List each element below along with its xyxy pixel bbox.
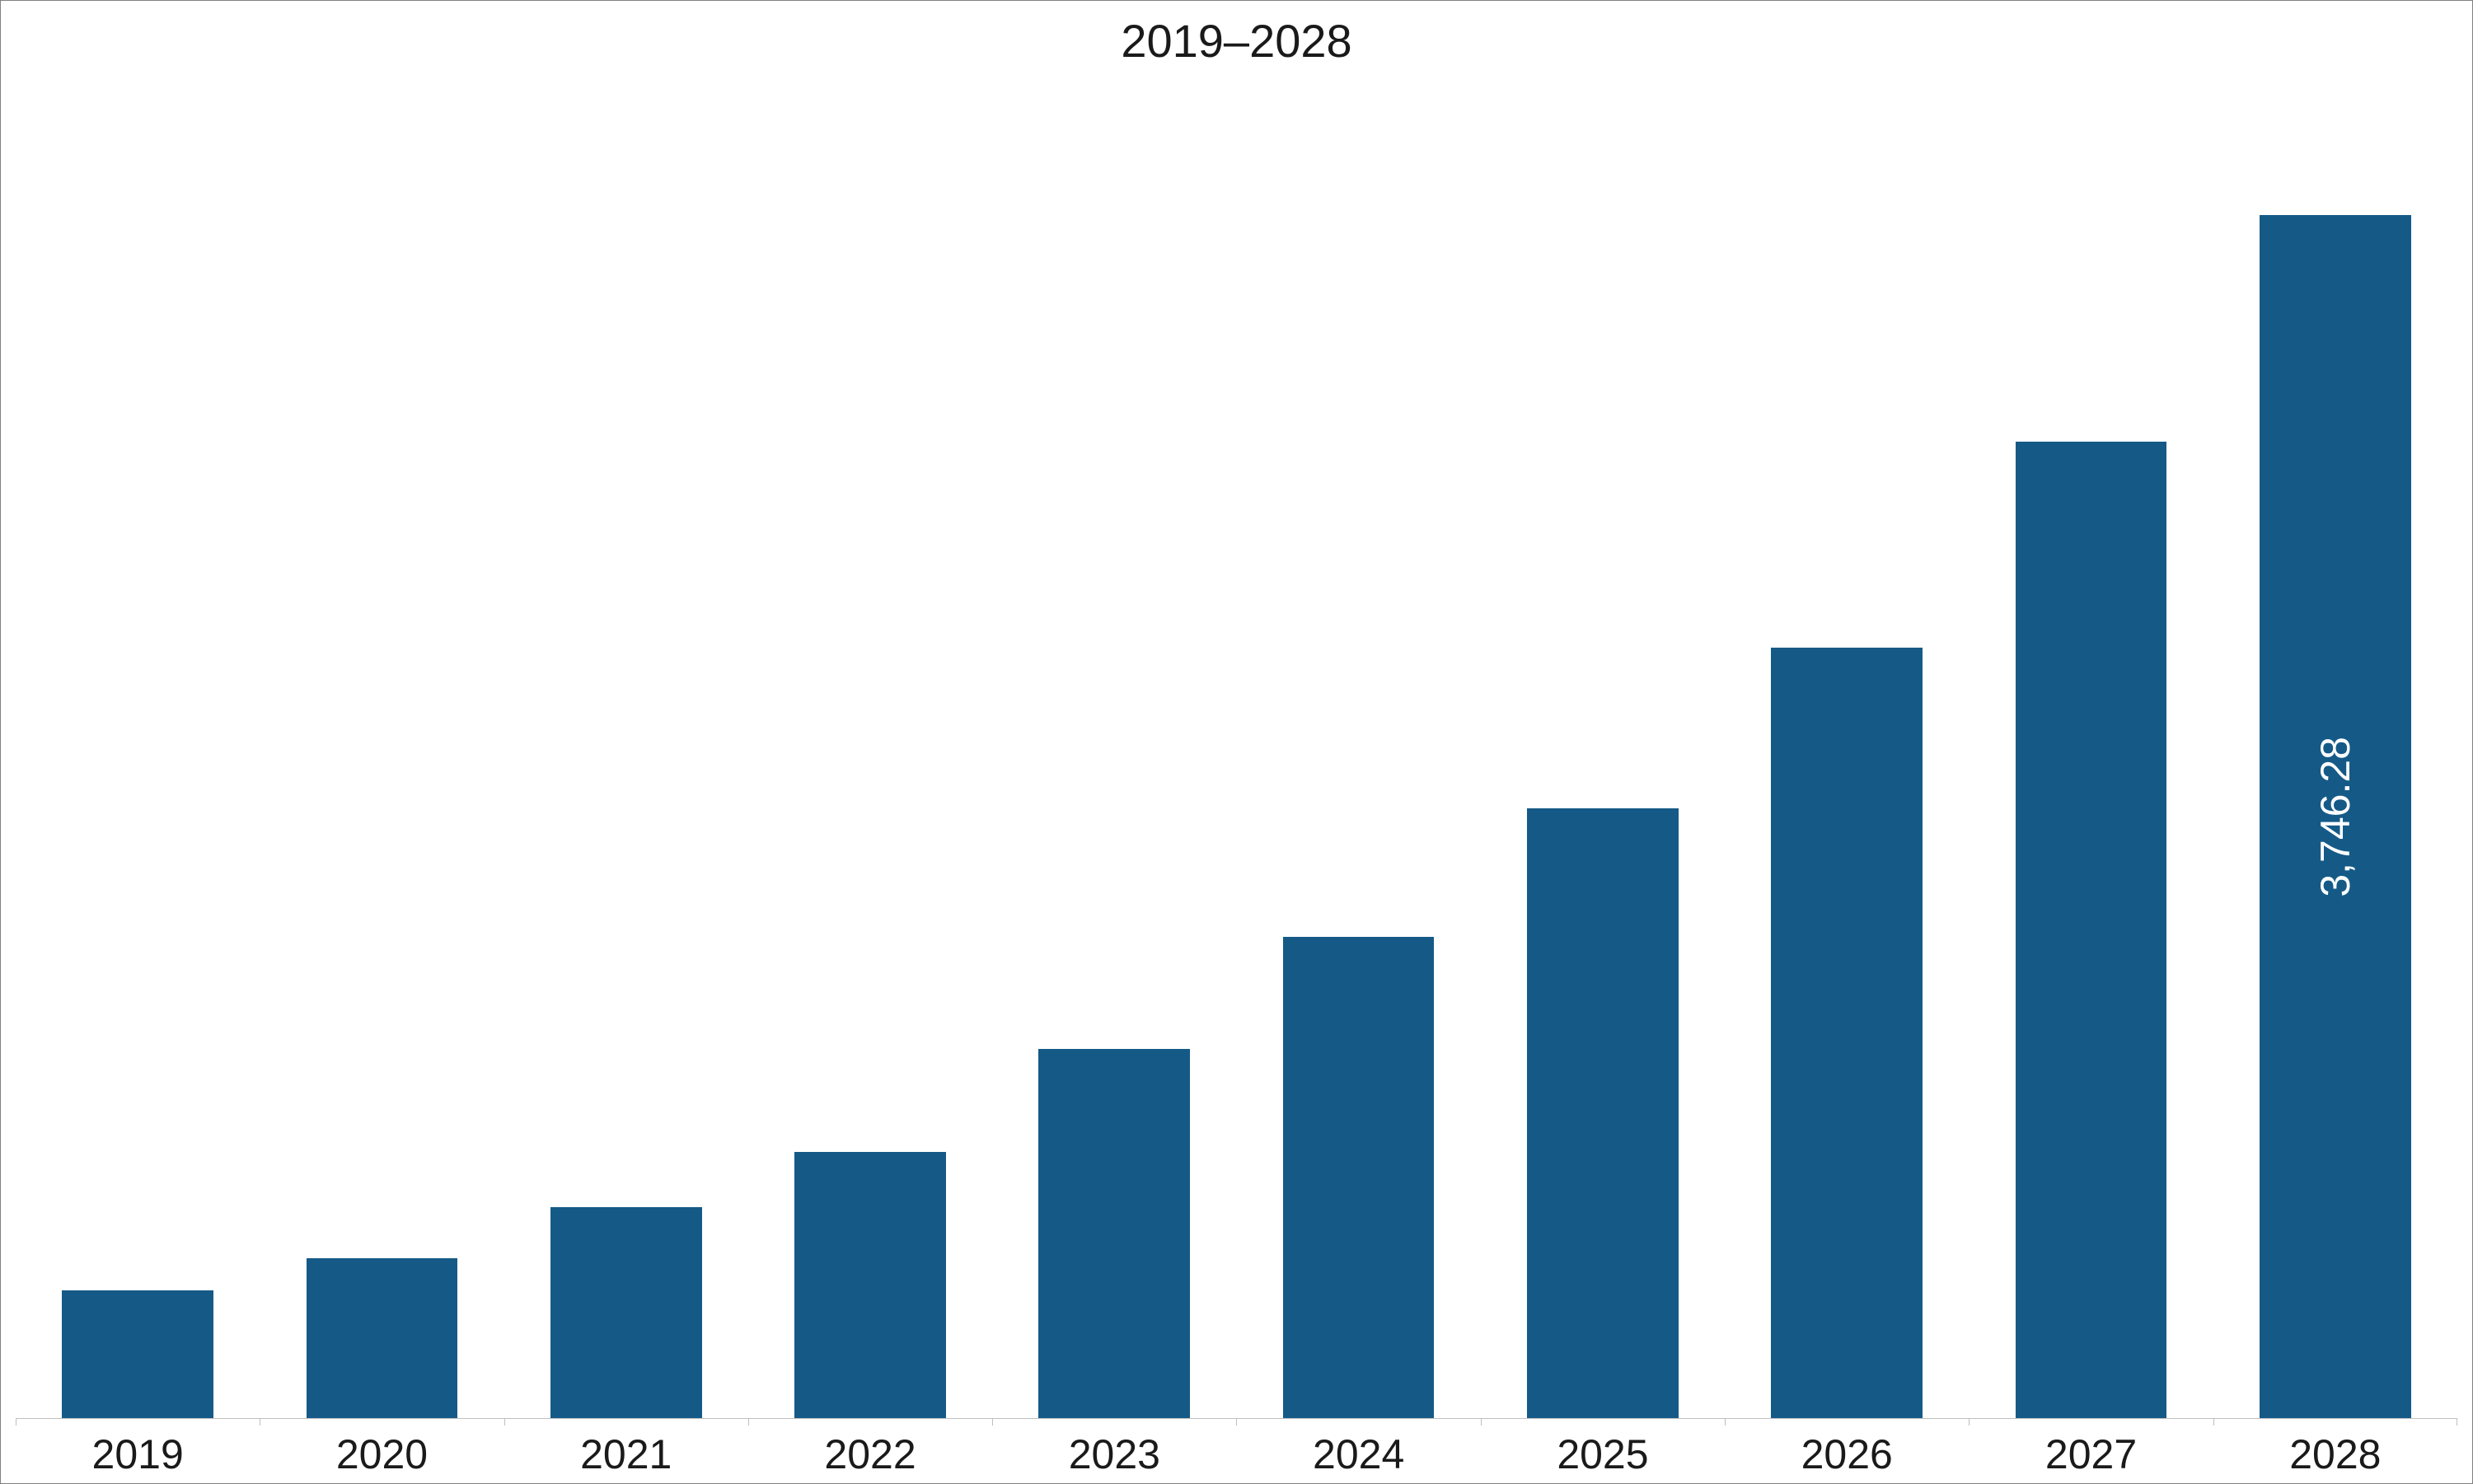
bar: [794, 1152, 946, 1419]
bar: [1527, 808, 1679, 1419]
bar-slot: [1725, 73, 1969, 1419]
x-tick-label: 2023: [992, 1430, 1236, 1478]
bar: 3,746.28: [2260, 215, 2411, 1419]
bar: [62, 1290, 213, 1419]
x-tick-label: 2027: [1969, 1430, 2213, 1478]
bars-container: 3,746.28: [16, 73, 2457, 1419]
x-tick-label: 2020: [260, 1430, 503, 1478]
bar: [1038, 1049, 1190, 1419]
chart-title: 2019–2028: [1, 14, 2472, 68]
bar-slot: [1236, 73, 1480, 1419]
bar-slot: [748, 73, 992, 1419]
bar-slot: [992, 73, 1236, 1419]
bar-slot: [1969, 73, 2213, 1419]
bar-slot: [260, 73, 503, 1419]
bar: [1283, 937, 1435, 1419]
x-tick-label: 2026: [1725, 1430, 1969, 1478]
bar-slot: [504, 73, 748, 1419]
bar: [1771, 648, 1923, 1419]
bar: [550, 1207, 702, 1419]
x-axis-labels: 2019202020212022202320242025202620272028: [16, 1419, 2457, 1483]
x-tick-label: 2024: [1236, 1430, 1480, 1478]
bar-slot: [1481, 73, 1725, 1419]
plot-area: 3,746.28 2019202020212022202320242025202…: [1, 73, 2472, 1483]
bar-slot: [16, 73, 260, 1419]
bar: [2016, 442, 2167, 1419]
x-tick-label: 2021: [504, 1430, 748, 1478]
bar: [307, 1258, 458, 1419]
x-tick-label: 2022: [748, 1430, 992, 1478]
chart-frame: 2019–2028 3,746.28 201920202021202220232…: [0, 0, 2473, 1484]
x-tick-label: 2028: [2213, 1430, 2457, 1478]
bar-value-label: 3,746.28: [2311, 737, 2359, 897]
x-axis-line: [16, 1418, 2457, 1419]
x-tick-label: 2019: [16, 1430, 260, 1478]
x-tick-label: 2025: [1481, 1430, 1725, 1478]
bar-slot: 3,746.28: [2213, 73, 2457, 1419]
